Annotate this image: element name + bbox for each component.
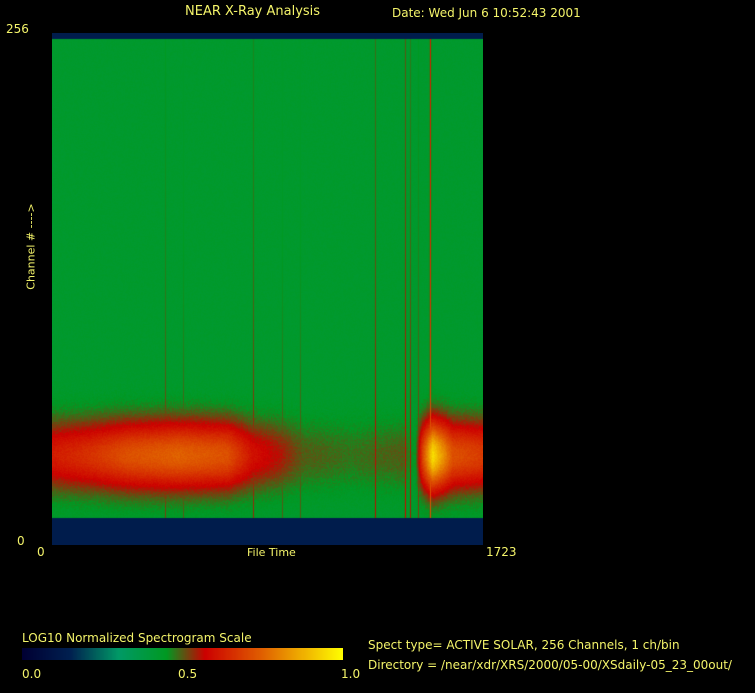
- x-tick-max: 1723: [486, 545, 517, 559]
- colorbar-tick-05: 0.5: [178, 667, 198, 681]
- colorbar: [22, 648, 343, 660]
- date-label: Date: Wed Jun 6 10:52:43 2001: [392, 6, 581, 20]
- colorbar-label: LOG10 Normalized Spectrogram Scale: [22, 631, 252, 645]
- x-tick-min: 0: [37, 545, 45, 559]
- y-tick-min: 0: [17, 534, 25, 548]
- spect-type-info: Spect type= ACTIVE SOLAR, 256 Channels, …: [368, 638, 680, 652]
- chart-title: NEAR X-Ray Analysis: [185, 4, 321, 19]
- spectrogram-heatmap: [52, 33, 483, 545]
- x-axis-label: File Time: [247, 546, 296, 559]
- directory-info: Directory = /near/xdr/XRS/2000/05-00/XSd…: [368, 658, 732, 672]
- y-axis-label: Channel # ---->: [24, 203, 38, 290]
- colorbar-tick-1: 1.0: [341, 667, 361, 681]
- y-tick-max: 256: [6, 22, 29, 36]
- colorbar-tick-0: 0.0: [22, 667, 42, 681]
